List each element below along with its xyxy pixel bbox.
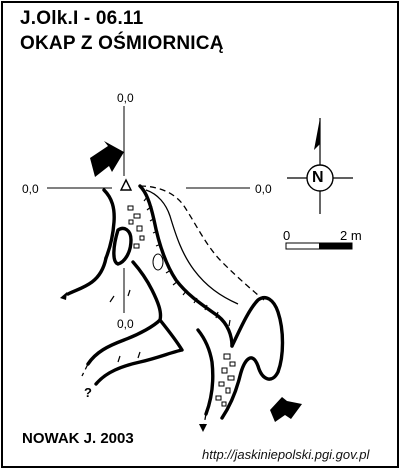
cave-walls [66, 184, 285, 420]
continuation-arrows [60, 292, 207, 432]
scale-end-label: 2 m [340, 228, 362, 243]
ledge-ticks [109, 195, 231, 363]
author-credit: NOWAK J. 2003 [22, 430, 134, 447]
inner-ledge-line [145, 189, 239, 305]
rubble-blocks [127, 205, 236, 407]
unknown-passage-mark: ? [84, 385, 92, 400]
scale-bar [285, 242, 353, 250]
grid-label-top: 0,0 [117, 91, 134, 105]
survey-station-marker [119, 178, 133, 191]
cave-code: J.Olk.I - 06.11 [20, 8, 144, 29]
grid-label-left: 0,0 [22, 182, 39, 196]
north-arrow-icon [287, 118, 353, 214]
scale-start-label: 0 [283, 228, 291, 243]
source-url: http://jaskiniepolski.pgi.gov.pl [202, 447, 370, 462]
grid-label-bottom: 0,0 [117, 317, 134, 331]
north-letter: N [312, 169, 324, 186]
cave-name: OKAP Z OŚMIORNICĄ [20, 33, 224, 54]
grid-label-right: 0,0 [255, 182, 272, 196]
entrance-arrow-lower [270, 397, 302, 422]
entrance-arrow-upper [90, 141, 124, 177]
